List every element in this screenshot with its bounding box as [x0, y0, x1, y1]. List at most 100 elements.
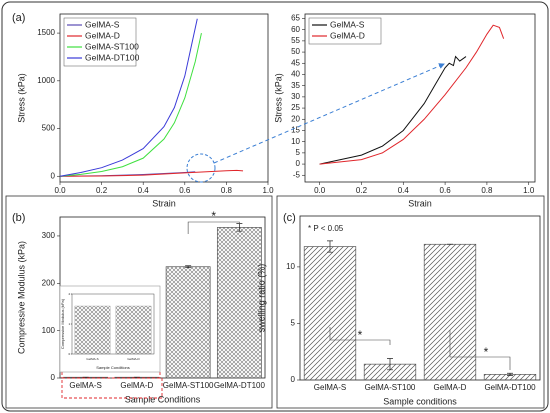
highlight-connector	[61, 372, 161, 378]
y-tick-label: 300	[42, 231, 56, 240]
y-axis-label: Compressive Modulus (kPa)	[60, 298, 65, 349]
x-tick-label: 0.4	[398, 186, 410, 195]
x-tick-label: GelMA-D	[434, 383, 467, 392]
x-tick-label: 0.4	[138, 186, 150, 195]
line-series	[319, 24, 505, 165]
legend-label: GelMA-DT100	[85, 52, 140, 62]
y-tick-label: 40	[291, 70, 300, 79]
y-tick-label: 200	[42, 278, 56, 287]
x-axis-label: Sample conditions	[383, 396, 457, 406]
bar	[165, 266, 211, 379]
error-bar	[327, 240, 333, 253]
y-tick-label: 60	[291, 25, 300, 34]
y-tick-label: 0	[296, 159, 301, 168]
y-tick-label: 35	[291, 81, 300, 90]
x-axis-label: Strain	[408, 198, 432, 208]
error-bar	[185, 265, 192, 269]
y-axis-label: Stress (kPa)	[16, 73, 26, 123]
significance-bracket	[329, 327, 391, 345]
y-tick-label: 45	[291, 58, 300, 67]
x-tick-label: 0.2	[356, 186, 368, 195]
line-series	[319, 55, 467, 165]
y-tick-label: 10	[286, 262, 295, 271]
legend-label: GelMA-ST100	[85, 41, 139, 51]
x-tick-label: 0.2	[96, 186, 108, 195]
x-tick-label: 0.0	[54, 186, 66, 195]
bar	[74, 305, 111, 355]
x-tick-label: GelMA-S	[86, 357, 98, 361]
annotation: *	[211, 209, 216, 223]
error-bar	[387, 358, 393, 371]
y-axis-label: Compressive Modulus (kPa)	[16, 241, 26, 354]
x-tick-label: 0.0	[314, 186, 326, 195]
x-axis-label: Strain	[152, 198, 176, 208]
x-tick-label: 0.6	[179, 186, 191, 195]
annotation: *	[358, 328, 363, 342]
x-tick-label: GelMA-ST100	[163, 381, 214, 390]
y-tick-label: 50	[291, 47, 300, 56]
x-tick-label: GelMA-S	[314, 383, 346, 392]
y-tick-label: 0	[68, 352, 70, 356]
error-bar	[507, 372, 513, 376]
y-axis-label: Stress (kPa)	[273, 73, 283, 123]
x-tick-label: GelMA-S	[69, 381, 101, 390]
significance-bracket	[187, 221, 240, 234]
bar	[423, 243, 477, 381]
y-axis-label: swelling ratio (%)	[256, 264, 266, 333]
legend-label: GelMA-S	[330, 19, 365, 29]
bar	[303, 246, 357, 381]
y-tick-label: 1	[68, 322, 70, 326]
legend-label: GelMA-S	[85, 19, 120, 29]
x-tick-label: GelMA-D	[120, 381, 153, 390]
y-tick-label: 10	[291, 137, 300, 146]
y-tick-label: 100	[42, 326, 56, 335]
x-tick-label: 0.8	[481, 186, 493, 195]
y-tick-label: 2	[68, 292, 70, 296]
plot-frame	[59, 13, 269, 183]
legend-label: GelMA-D	[85, 30, 120, 40]
highlight-box	[61, 377, 163, 399]
x-axis-label: Sample Conditions	[96, 365, 130, 370]
panel-border	[5, 195, 273, 409]
x-axis-label: Sample Conditions	[125, 394, 201, 404]
panel-label: (a)	[12, 12, 25, 24]
y-tick-label: 15	[291, 126, 300, 135]
y-tick-label: 65	[291, 14, 300, 23]
bar	[115, 305, 152, 355]
significance-bracket	[449, 330, 511, 370]
legend-box	[308, 17, 382, 45]
legend-label: GelMA-D	[330, 30, 365, 40]
x-tick-label: GelMA-DT100	[484, 383, 536, 392]
annotation: *	[484, 345, 489, 359]
panel-border	[276, 195, 545, 409]
line-series	[59, 18, 198, 177]
line-series	[59, 169, 244, 177]
plot-frame	[299, 215, 541, 381]
y-tick-label: 0	[51, 171, 56, 180]
x-tick-label: 1.0	[262, 186, 274, 195]
y-tick-label: -5	[293, 170, 301, 179]
y-tick-label: 1000	[37, 76, 55, 85]
y-tick-label: 5	[296, 148, 301, 157]
y-tick-label: 30	[291, 92, 300, 101]
x-tick-label: GelMA-D	[127, 357, 140, 361]
x-tick-label: GelMA-DT100	[214, 381, 266, 390]
y-tick-label: 0	[291, 375, 296, 384]
y-tick-label: 0	[51, 373, 56, 382]
x-tick-label: GelMA-ST100	[365, 383, 416, 392]
zoom-arrow	[213, 63, 445, 164]
annotation: * P < 0.05	[308, 224, 344, 233]
x-tick-label: 1.0	[523, 186, 535, 195]
plot-frame	[304, 13, 536, 183]
x-tick-label: 0.6	[440, 186, 452, 195]
y-tick-label: 55	[291, 36, 300, 45]
y-tick-label: 1500	[37, 28, 55, 37]
bar	[216, 227, 262, 379]
y-tick-label: 500	[42, 124, 56, 133]
panel-label: (c)	[283, 212, 296, 224]
y-tick-label: 20	[291, 114, 300, 123]
y-tick-label: 5	[291, 319, 296, 328]
x-tick-label: 0.8	[221, 186, 233, 195]
